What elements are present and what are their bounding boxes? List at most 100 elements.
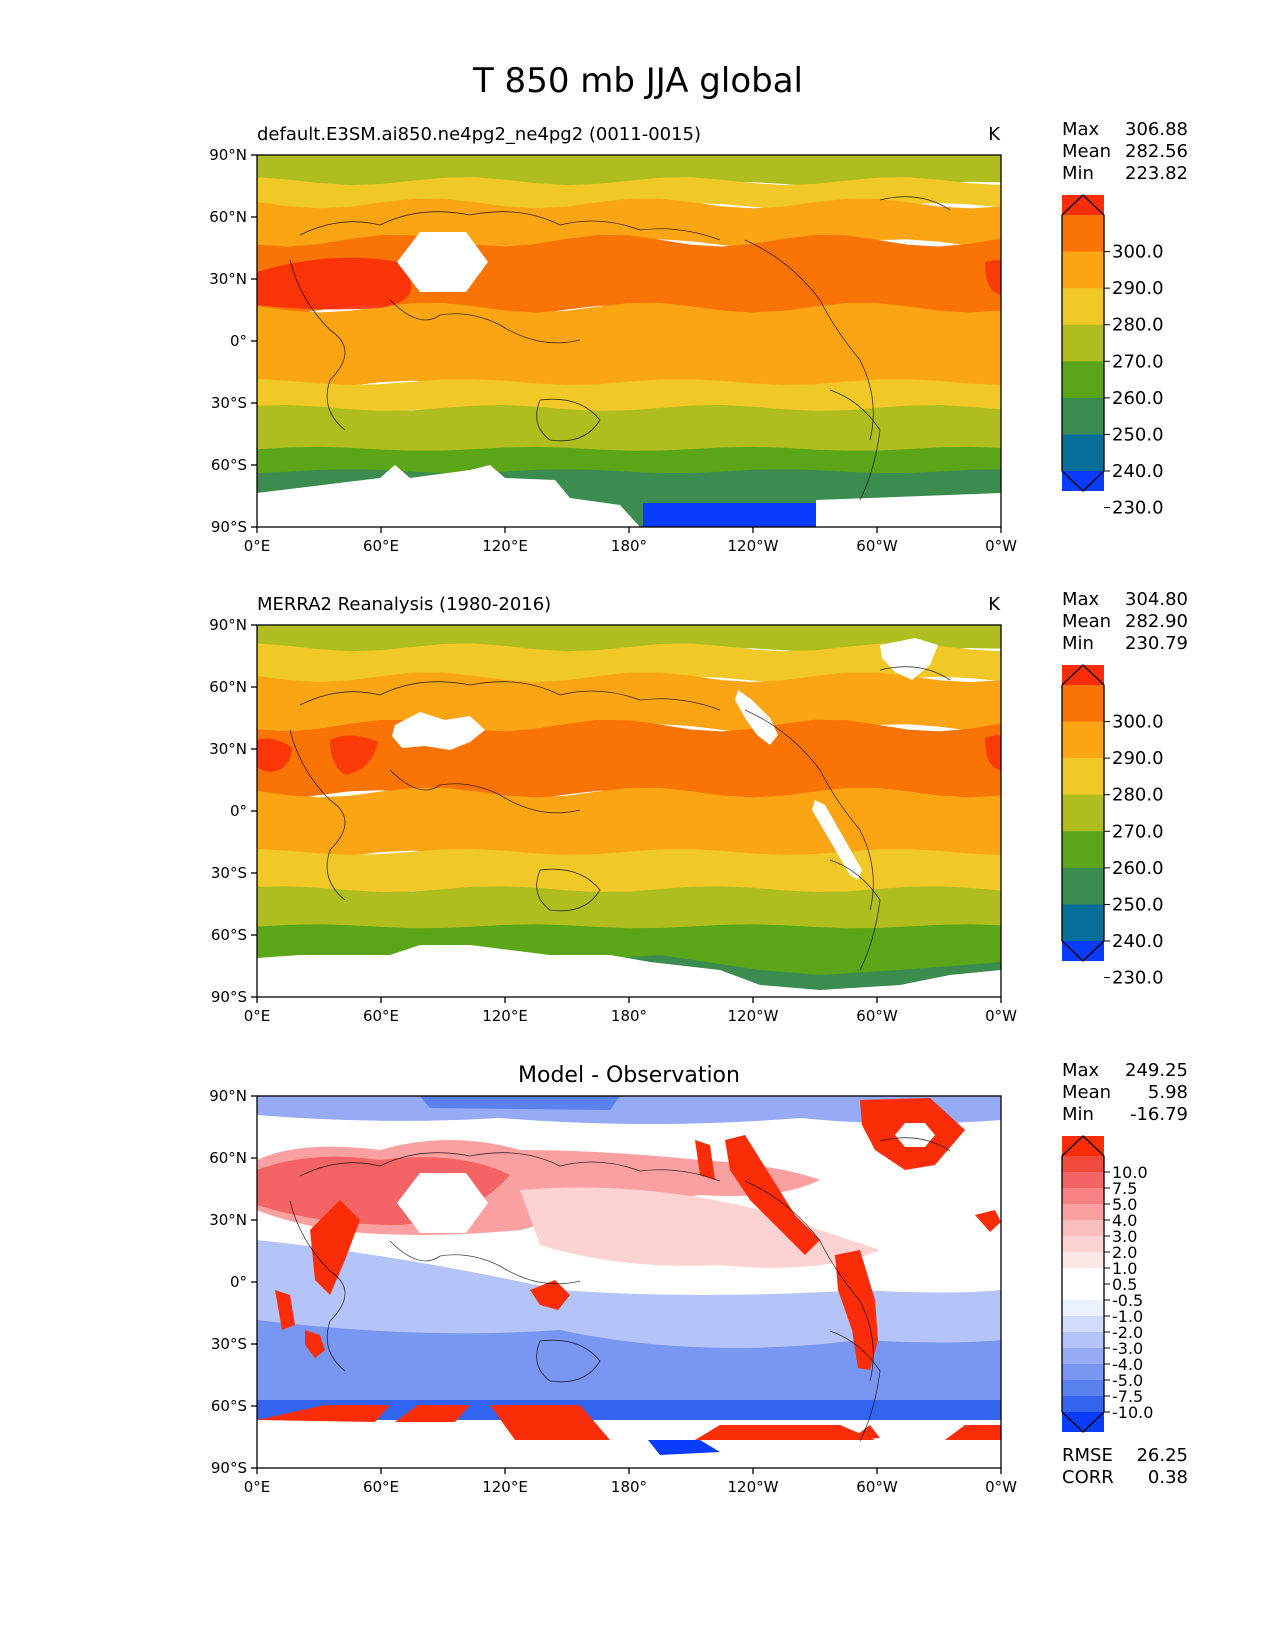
panel-obs-hot-spot [257,738,292,772]
colorbar-swatch [1062,1348,1104,1365]
colorbar-swatch [1062,1236,1104,1253]
panel-model-stats: Max 306.88 Mean 282.56 Min 223.82 [1062,119,1188,184]
panel-obs-missing-andes [812,800,862,880]
colorbar-label: -1.0 [1112,1307,1143,1326]
colorbar-label: 2.0 [1112,1243,1137,1262]
colorbar-label: -4.0 [1112,1355,1143,1374]
colorbar-swatch [1062,758,1104,796]
lat-tick-label: 30°S [211,394,247,412]
diff-maritime-red [530,1280,570,1310]
diff-ne-pacific-red [725,1135,820,1255]
diff-tibet-missing [397,1173,488,1233]
panel-diff-min-label: Min [1062,1104,1094,1125]
colorbar-swatch [1062,941,1104,961]
lon-tick-label: 0°W [985,1007,1017,1025]
coastline [289,259,346,431]
colorbar-label: 3.0 [1112,1227,1137,1246]
panel-obs-features [257,638,1001,997]
colorbar-swatch [1062,721,1104,759]
colorbar-label: 230.0 [1112,968,1164,989]
colorbar-label: 0.5 [1112,1275,1137,1294]
lat-tick-label: 0° [230,332,247,350]
colorbar-label: 280.0 [1112,315,1164,336]
panel-diff-colorbar: 10.07.55.04.03.02.01.00.5-0.5-1.0-2.0-3.… [1061,1135,1153,1433]
panel-diff-mean-value: 5.98 [1148,1082,1188,1103]
temperature-band [257,849,1001,896]
lat-tick-label: 30°N [209,1211,247,1229]
colorbar-swatch [1062,794,1104,832]
colorbar-label: 290.0 [1112,278,1164,299]
lon-tick-label: 120°E [482,1478,528,1496]
colorbar-swatch [1062,1156,1104,1173]
panel-model: default.E3SM.ai850.ne4pg2_ne4pg2 (0011-0… [209,119,1188,555]
colorbar-label: 250.0 [1112,424,1164,445]
lon-tick-label: 120°W [728,1007,779,1025]
diff-antarctic-missing [257,1440,1001,1468]
lat-tick-label: 90°N [209,616,247,634]
panel-obs: MERRA2 Reanalysis (1980-2016) K 90°N 60°N… [209,589,1188,1025]
lat-tick-label: 60°N [209,208,247,226]
colorbar-label: -10.0 [1112,1403,1153,1422]
lat-tick-label: 30°S [211,864,247,882]
lat-tick-label: 0° [230,802,247,820]
panel-model-features [257,232,1001,527]
colorbar-swatch [1062,867,1104,906]
temperature-band [257,405,1001,456]
panel-model-min-label: Min [1062,163,1094,184]
panel-diff-corr-value: 0.38 [1148,1467,1188,1488]
colorbar-label: 300.0 [1112,712,1164,733]
colorbar-swatch [1062,831,1104,869]
lat-tick-label: 60°S [211,926,247,944]
coastline [829,1330,881,1442]
coastline [879,666,951,681]
colorbar-swatch [1062,1136,1104,1156]
colorbar-swatch [1062,1268,1104,1285]
panel-diff-rmse-label: RMSE [1062,1445,1113,1466]
colorbar-label: 270.0 [1112,351,1164,372]
colorbar-swatch [1062,1204,1104,1221]
panel-model-colorbar: 300.0 290.0 280.0 270.0 260.0 250.0 240.0 230.0 [1061,194,1164,519]
colorbar-swatch [1062,685,1104,723]
lon-tick-label: 0°E [244,1007,271,1025]
panel-obs-title: MERRA2 Reanalysis (1980-2016) [257,594,551,615]
coastline [289,729,346,901]
lon-tick-label: 0°W [985,537,1017,555]
temperature-band [257,886,1001,933]
colorbar-swatch [1062,1172,1104,1189]
colorbar-swatch [1062,215,1104,253]
panel-model-antarctic-missing [257,465,640,527]
panel-obs-map [257,625,1001,997]
lat-tick-label: 90°S [211,1459,247,1477]
panel-diff-corr-label: CORR [1062,1467,1114,1488]
lon-tick-label: 120°W [728,1478,779,1496]
panel-model-title: default.E3SM.ai850.ne4pg2_ne4pg2 (0011-0… [257,124,701,145]
panel-model-map [257,155,1001,527]
coastline [299,681,721,711]
colorbar-swatch [1062,1188,1104,1205]
panel-obs-hot-spot-east [985,735,1001,770]
lat-tick-label: 90°N [209,146,247,164]
panel-obs-min-label: Min [1062,633,1094,654]
colorbar-label: 4.0 [1112,1211,1137,1230]
lon-tick-label: 0°E [244,1478,271,1496]
coastline [389,299,581,344]
diff-aleutian-red [695,1140,715,1180]
lat-tick-label: 60°N [209,678,247,696]
lon-tick-label: 60°E [363,1007,399,1025]
panel-model-max-value: 306.88 [1125,119,1188,140]
panel-model-units: K [988,124,1001,145]
lon-tick-label: 0°E [244,537,271,555]
colorbar-label: 1.0 [1112,1259,1137,1278]
coastline [879,196,951,211]
panel-diff-field [257,1096,1001,1468]
panel-diff-coastlines [289,1137,951,1442]
colorbar-label: 7.5 [1112,1179,1137,1198]
colorbar-swatch [1062,1316,1104,1333]
lat-tick-label: 30°N [209,740,247,758]
colorbar-swatch [1062,1412,1104,1432]
temperature-band [257,379,1001,415]
colorbar-swatch [1062,397,1104,436]
panel-obs-hot-spot-arabia [330,735,378,775]
lon-tick-label: 120°W [728,537,779,555]
colorbar-swatch [1062,1364,1104,1381]
